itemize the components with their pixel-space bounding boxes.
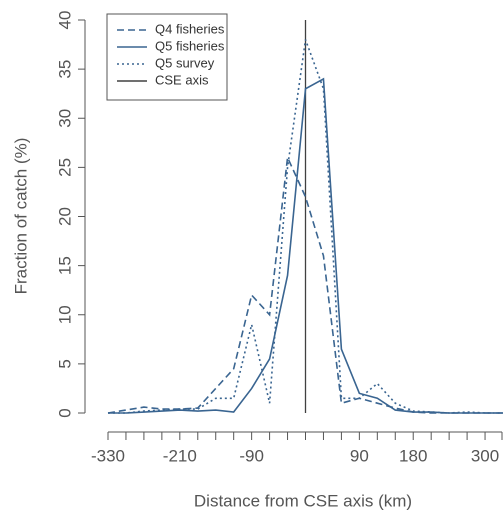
legend-label: Q5 survey	[155, 55, 215, 70]
legend-box	[106, 13, 228, 101]
y-tick-label: 15	[55, 256, 74, 275]
legend-label: Q4 fisheries	[155, 21, 225, 36]
y-tick-label: 35	[55, 60, 74, 79]
y-tick-label: 5	[55, 359, 74, 368]
series-line	[108, 39, 503, 414]
x-tick-label: -90	[239, 446, 264, 465]
x-tick-label: -210	[163, 446, 197, 465]
y-tick-label: 10	[55, 305, 74, 324]
x-tick-label: -330	[91, 446, 125, 465]
y-axis-title: Fraction of catch (%)	[11, 138, 30, 295]
y-tick-label: 0	[55, 408, 74, 417]
legend-label: CSE axis	[155, 72, 209, 87]
x-axis-title: Distance from CSE axis (km)	[194, 491, 412, 510]
x-tick-label: 180	[399, 446, 427, 465]
y-tick-label: 30	[55, 109, 74, 128]
legend-label: Q5 fisheries	[155, 38, 225, 53]
y-tick-label: 20	[55, 207, 74, 226]
x-tick-label: 90	[350, 446, 369, 465]
x-tick-label: 300	[471, 446, 499, 465]
series-line	[108, 77, 503, 414]
y-tick-label: 40	[55, 11, 74, 30]
y-tick-label: 25	[55, 158, 74, 177]
